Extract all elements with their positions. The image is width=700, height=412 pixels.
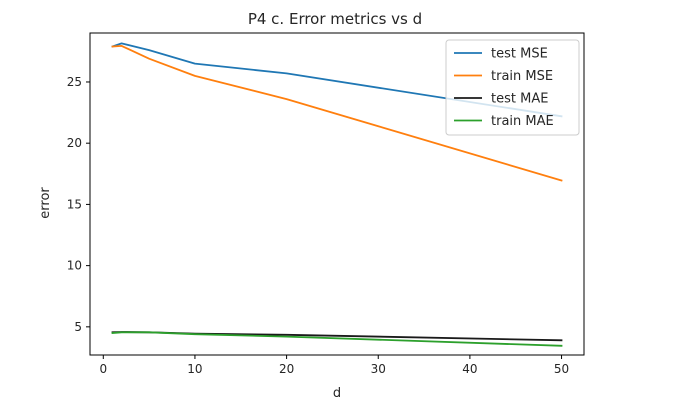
chart-title: P4 c. Error metrics vs d <box>248 10 422 28</box>
legend-label: test MSE <box>491 47 548 62</box>
legend-label: train MAE <box>491 114 554 129</box>
x-tick-label: 40 <box>462 362 477 376</box>
series-line-test-mse <box>111 42 563 118</box>
legend-box <box>445 39 580 136</box>
x-axis-label: d <box>333 386 341 401</box>
legend-label: test MAE <box>491 92 548 107</box>
series-line-train-mae <box>111 331 563 347</box>
legend-label: train MSE <box>491 69 553 84</box>
x-tick-label: 10 <box>187 362 202 376</box>
x-tick-label: 30 <box>371 362 386 376</box>
y-axis-label: error <box>38 187 53 219</box>
x-tick-label: 0 <box>99 362 107 376</box>
y-tick-label: 10 <box>67 259 82 273</box>
axes-frame <box>89 32 585 356</box>
x-tick-label: 20 <box>279 362 294 376</box>
series-line-train-mse <box>111 45 563 182</box>
y-tick-label: 20 <box>67 136 82 150</box>
y-tick-label: 25 <box>67 75 82 89</box>
plot-lines <box>111 42 563 347</box>
y-tick-label: 15 <box>67 197 82 211</box>
y-axis-ticks: 5 10 15 20 25 <box>67 75 90 334</box>
x-tick-label: 50 <box>554 362 569 376</box>
x-axis-ticks: 0 10 20 30 40 50 <box>99 355 569 376</box>
legend: test MSE train MSE test MAE train MAE <box>445 39 580 136</box>
y-tick-label: 5 <box>74 320 82 334</box>
